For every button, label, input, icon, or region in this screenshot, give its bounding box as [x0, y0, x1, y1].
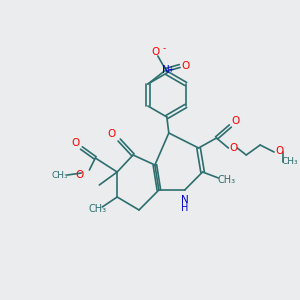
Text: CH₃: CH₃	[282, 158, 298, 166]
Text: O: O	[182, 61, 190, 71]
Text: H: H	[181, 203, 188, 213]
Text: N: N	[181, 195, 189, 205]
Text: O: O	[275, 146, 283, 156]
Text: O: O	[75, 170, 84, 180]
Text: O: O	[107, 129, 115, 139]
Text: O: O	[152, 47, 160, 57]
Text: O: O	[71, 138, 80, 148]
Text: -: -	[162, 44, 165, 53]
Text: O: O	[229, 143, 238, 153]
Text: +: +	[167, 64, 174, 74]
Text: O: O	[231, 116, 239, 126]
Text: CH₃: CH₃	[51, 170, 68, 179]
Text: CH₃: CH₃	[88, 204, 106, 214]
Text: N: N	[162, 65, 169, 75]
Text: CH₃: CH₃	[217, 175, 236, 185]
